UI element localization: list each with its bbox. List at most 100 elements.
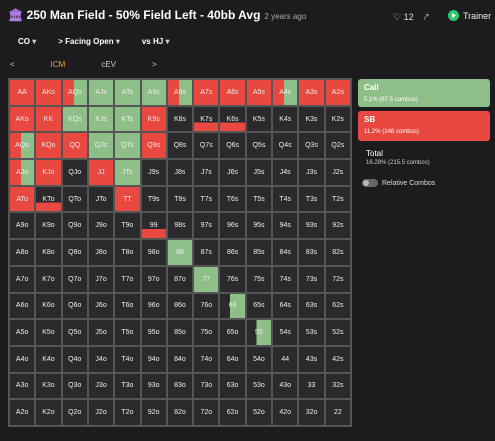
hand-cell[interactable]: K7s bbox=[193, 105, 220, 133]
hand-cell[interactable]: 54s bbox=[272, 319, 299, 346]
hand-cell[interactable]: AQs bbox=[61, 79, 88, 106]
hand-cell[interactable]: 96s bbox=[219, 212, 246, 240]
hand-cell[interactable]: T2o bbox=[114, 399, 141, 426]
hand-cell[interactable]: 97o bbox=[140, 265, 167, 293]
hand-cell[interactable]: AJo bbox=[9, 159, 36, 186]
hand-cell[interactable]: 65o bbox=[219, 319, 246, 346]
hand-cell[interactable]: KTo bbox=[35, 185, 62, 213]
hand-cell[interactable]: 86s bbox=[219, 239, 246, 266]
hand-cell[interactable]: Q9o bbox=[61, 212, 88, 240]
hand-cell[interactable]: A3o bbox=[9, 372, 36, 400]
hand-cell[interactable]: Q8s bbox=[166, 132, 194, 160]
hand-cell[interactable]: 98s bbox=[166, 212, 194, 240]
hand-cell[interactable]: 87o bbox=[166, 265, 194, 293]
hand-cell[interactable]: 86o bbox=[166, 292, 194, 320]
hand-cell[interactable]: 43s bbox=[298, 345, 325, 373]
hand-cell[interactable]: T7s bbox=[193, 185, 220, 213]
hand-cell[interactable]: 33 bbox=[298, 372, 325, 400]
hand-cell[interactable]: Q2o bbox=[61, 399, 88, 426]
hand-cell[interactable]: KK bbox=[35, 105, 62, 133]
hand-cell[interactable]: K8s bbox=[166, 105, 194, 133]
hand-cell[interactable]: KQo bbox=[35, 132, 62, 160]
hand-cell[interactable]: KQs bbox=[61, 105, 88, 133]
hand-cell[interactable]: T4s bbox=[272, 185, 299, 213]
hand-cell[interactable]: 42s bbox=[324, 345, 351, 373]
relative-toggle[interactable]: Relative Combos bbox=[362, 179, 435, 187]
hand-cell[interactable]: A6o bbox=[9, 292, 36, 320]
hand-cell[interactable]: 74s bbox=[272, 265, 299, 293]
hand-cell[interactable]: A3s bbox=[298, 79, 325, 106]
hand-cell[interactable]: Q6o bbox=[61, 292, 88, 320]
hand-cell[interactable]: K3o bbox=[35, 372, 62, 400]
hand-cell[interactable]: Q9s bbox=[140, 132, 167, 160]
hand-cell[interactable]: A6s bbox=[219, 79, 246, 106]
hand-cell[interactable]: 88 bbox=[166, 239, 194, 266]
hand-cell[interactable]: K6o bbox=[35, 292, 62, 320]
hand-cell[interactable]: A9o bbox=[9, 212, 36, 240]
hand-cell[interactable]: J5s bbox=[245, 159, 273, 186]
hand-cell[interactable]: 55 bbox=[245, 319, 273, 346]
hand-cell[interactable]: 22 bbox=[324, 399, 351, 426]
hand-cell[interactable]: Q7o bbox=[61, 265, 88, 293]
hand-cell[interactable]: 85s bbox=[245, 239, 273, 266]
hand-cell[interactable]: 63s bbox=[298, 292, 325, 320]
hand-cell[interactable]: A8s bbox=[166, 79, 194, 106]
hand-cell[interactable]: K2o bbox=[35, 399, 62, 426]
hand-cell[interactable]: 75o bbox=[193, 319, 220, 346]
hand-cell[interactable]: J6s bbox=[219, 159, 246, 186]
hand-cell[interactable]: 98o bbox=[140, 239, 167, 266]
hand-cell[interactable]: Q5s bbox=[245, 132, 273, 160]
hand-cell[interactable]: Q6s bbox=[219, 132, 246, 160]
hand-cell[interactable]: 73o bbox=[193, 372, 220, 400]
hand-cell[interactable]: 92s bbox=[324, 212, 351, 240]
hand-cell[interactable]: JJ bbox=[87, 159, 115, 186]
hand-cell[interactable]: TT bbox=[114, 185, 141, 213]
hand-cell[interactable]: 32o bbox=[298, 399, 325, 426]
hand-cell[interactable]: AKo bbox=[9, 105, 36, 133]
hand-cell[interactable]: A8o bbox=[9, 239, 36, 266]
hand-cell[interactable]: T9s bbox=[140, 185, 167, 213]
hand-cell[interactable]: Q3o bbox=[61, 372, 88, 400]
hand-cell[interactable]: J7o bbox=[87, 265, 115, 293]
hand-cell[interactable]: 95o bbox=[140, 319, 167, 346]
hand-cell[interactable]: QQ bbox=[61, 132, 88, 160]
hand-cell[interactable]: T4o bbox=[114, 345, 141, 373]
hand-cell[interactable]: 54o bbox=[245, 345, 273, 373]
hand-cell[interactable]: QJo bbox=[61, 159, 88, 186]
hand-cell[interactable]: A2s bbox=[324, 79, 351, 106]
hand-cell[interactable]: J2s bbox=[324, 159, 351, 186]
hand-cell[interactable]: K9o bbox=[35, 212, 62, 240]
hand-cell[interactable]: 83o bbox=[166, 372, 194, 400]
hand-cell[interactable]: J3s bbox=[298, 159, 325, 186]
tab[interactable]: cEV bbox=[101, 60, 117, 69]
next[interactable]: > bbox=[152, 60, 157, 69]
hand-cell[interactable]: 62s bbox=[324, 292, 351, 320]
hand-cell[interactable]: A2o bbox=[9, 399, 36, 426]
hand-cell[interactable]: 99 bbox=[140, 212, 167, 240]
hand-cell[interactable]: 94o bbox=[140, 345, 167, 373]
hand-cell[interactable]: AKs bbox=[35, 79, 62, 106]
hand-cell[interactable]: A4s bbox=[272, 79, 299, 106]
hand-cell[interactable]: Q8o bbox=[61, 239, 88, 266]
hand-cell[interactable]: 43o bbox=[272, 372, 299, 400]
hand-cell[interactable]: A4o bbox=[9, 345, 36, 373]
hand-cell[interactable]: J2o bbox=[87, 399, 115, 426]
hand-cell[interactable]: T8o bbox=[114, 239, 141, 266]
hand-cell[interactable]: ATs bbox=[114, 79, 141, 106]
hand-cell[interactable]: 93s bbox=[298, 212, 325, 240]
hand-cell[interactable]: 42o bbox=[272, 399, 299, 426]
hand-cell[interactable]: J9s bbox=[140, 159, 167, 186]
hand-cell[interactable]: T8s bbox=[166, 185, 194, 213]
hand-cell[interactable]: 74o bbox=[193, 345, 220, 373]
hand-cell[interactable]: J8s bbox=[166, 159, 194, 186]
hand-cell[interactable]: Q4s bbox=[272, 132, 299, 160]
hand-cell[interactable]: 83s bbox=[298, 239, 325, 266]
hand-cell[interactable]: 66 bbox=[219, 292, 246, 320]
sb-box[interactable]: SB 11.2% (148 combos) bbox=[358, 111, 490, 141]
hand-cell[interactable]: QTo bbox=[61, 185, 88, 213]
hand-cell[interactable]: 76o bbox=[193, 292, 220, 320]
hand-cell[interactable]: QJs bbox=[87, 132, 115, 160]
hand-cell[interactable]: Q5o bbox=[61, 319, 88, 346]
hand-cell[interactable]: JTs bbox=[114, 159, 141, 186]
call-box[interactable]: Call 5.1% (67.5 combos) bbox=[358, 79, 490, 107]
